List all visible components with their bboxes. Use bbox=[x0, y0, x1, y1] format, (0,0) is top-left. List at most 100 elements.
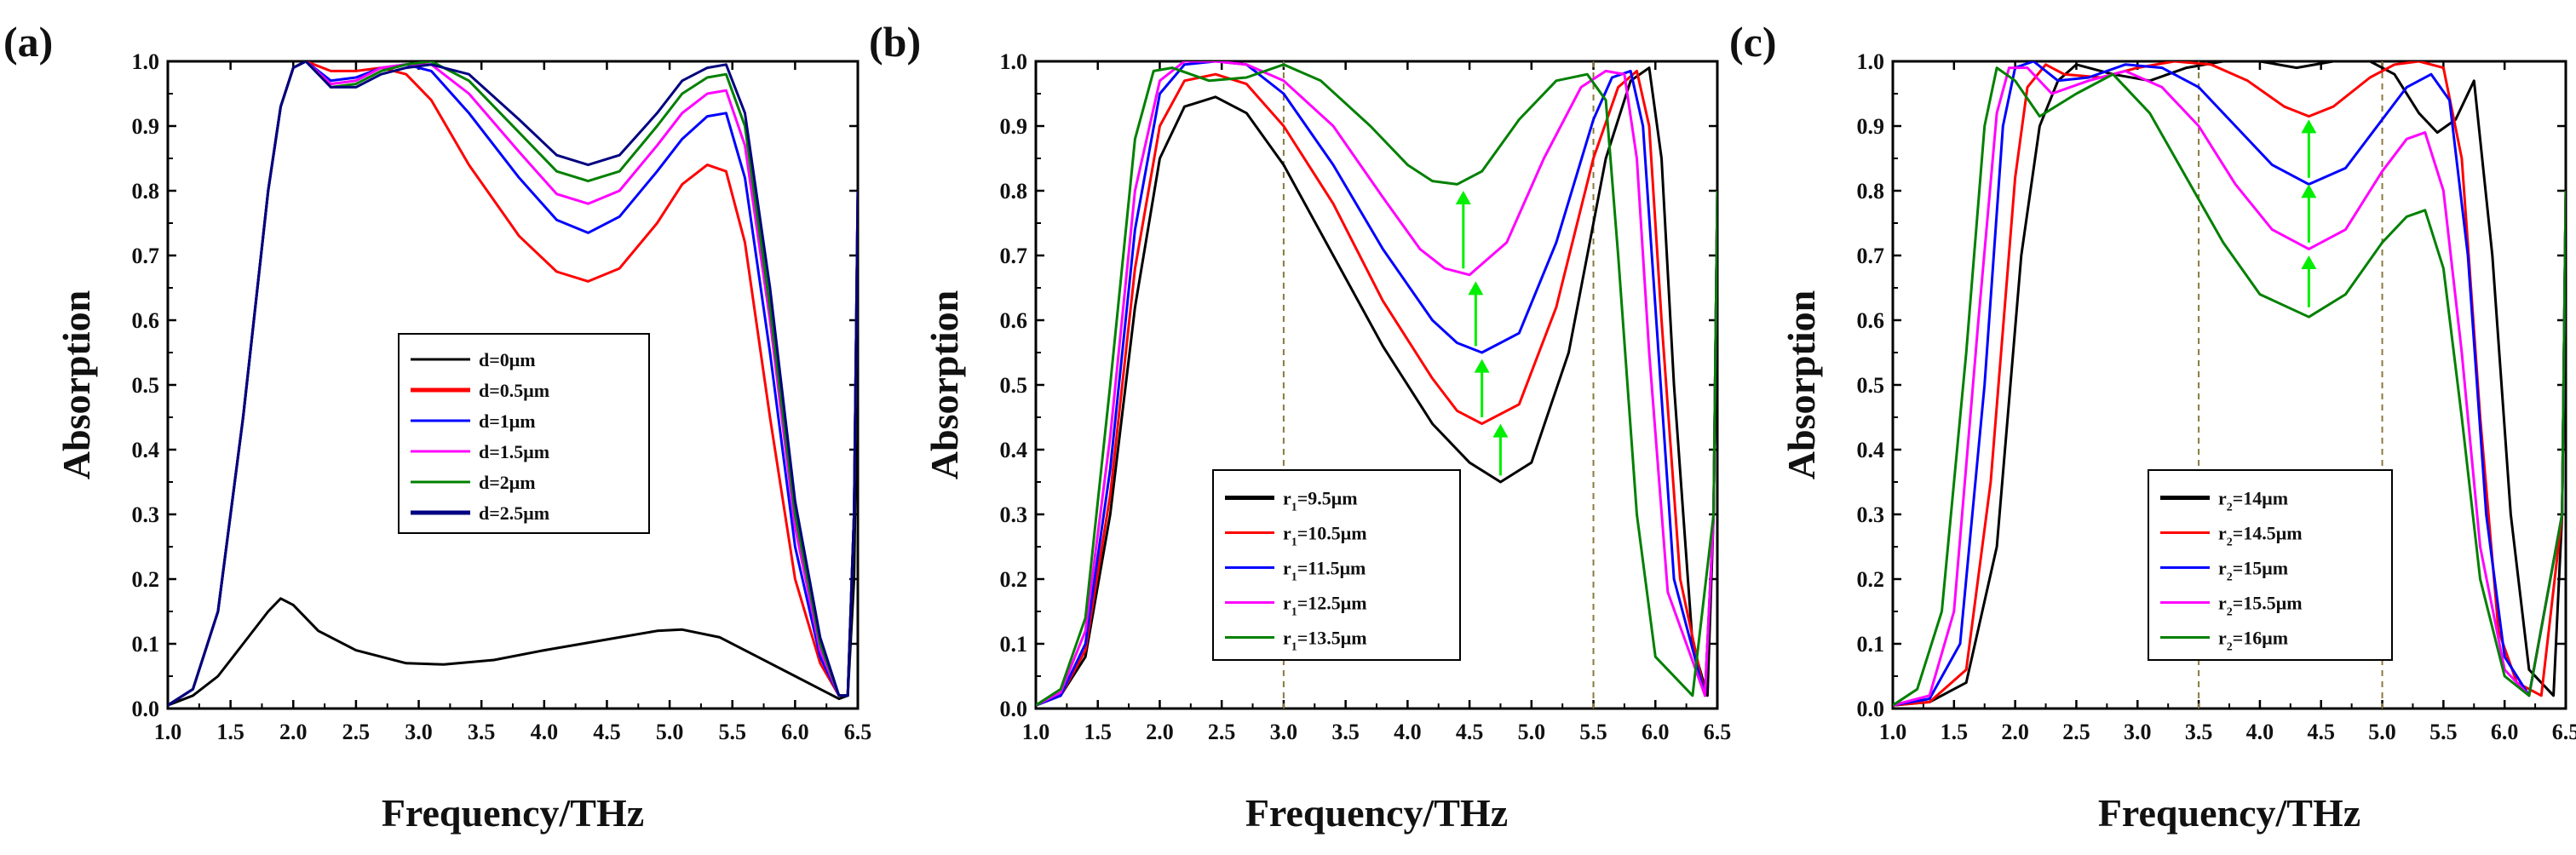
x-tick-label: 5.0 bbox=[2368, 720, 2396, 744]
legend-label: r1=12.5μm bbox=[1283, 593, 1367, 619]
y-tick-label: 0.0 bbox=[1857, 697, 1885, 721]
y-tick-label: 0.4 bbox=[132, 438, 160, 462]
series-line-3 bbox=[1893, 66, 2566, 707]
y-axis-title: Absorption bbox=[1780, 290, 1823, 479]
x-tick-label: 5.0 bbox=[656, 720, 684, 744]
legend-label-base: r bbox=[2218, 593, 2227, 614]
legend-box bbox=[1212, 469, 1461, 661]
legend-label: r1=13.5μm bbox=[1283, 628, 1367, 654]
x-tick-label: 5.5 bbox=[1579, 720, 1607, 744]
legend-label-subscript: 2 bbox=[2227, 571, 2233, 584]
x-tick-label: 2.5 bbox=[2062, 720, 2090, 744]
arrow-head bbox=[1455, 191, 1471, 204]
series-line-4 bbox=[1893, 66, 2566, 707]
legend-label-base: r bbox=[1283, 488, 1291, 509]
legend-label: r2=15μm bbox=[2218, 558, 2288, 584]
x-tick-label: 2.5 bbox=[342, 720, 371, 744]
legend-label: d=1.5μm bbox=[479, 441, 549, 462]
y-tick-label: 0.6 bbox=[1000, 308, 1028, 333]
legend-label: r1=11.5μm bbox=[1283, 558, 1366, 584]
legend-label-value: =13.5μm bbox=[1297, 628, 1367, 649]
arrow-head bbox=[1492, 423, 1509, 438]
x-tick-label: 3.0 bbox=[1270, 720, 1298, 744]
y-tick-label: 0.8 bbox=[1857, 179, 1885, 204]
panel-label: (c) bbox=[1729, 18, 1777, 66]
x-tick-label: 6.5 bbox=[1704, 720, 1732, 744]
x-tick-label: 2.0 bbox=[2001, 720, 2029, 744]
x-tick-label: 5.5 bbox=[2429, 720, 2458, 744]
x-axis-title: Frequency/THz bbox=[382, 791, 644, 835]
y-tick-label: 0.6 bbox=[1857, 308, 1885, 333]
legend-label-subscript: 1 bbox=[1291, 571, 1297, 584]
y-axis-title: Absorption bbox=[923, 290, 966, 479]
panel-label: (a) bbox=[3, 18, 53, 66]
x-tick-label: 1.0 bbox=[1022, 720, 1050, 744]
y-tick-label: 0.7 bbox=[132, 244, 160, 268]
x-tick-label: 1.5 bbox=[216, 720, 244, 744]
legend-label-value: =14μm bbox=[2233, 488, 2288, 509]
y-tick-label: 0.0 bbox=[132, 697, 160, 721]
legend-label-base: r bbox=[1283, 558, 1291, 579]
series-group bbox=[1036, 61, 1717, 707]
y-tick-label: 0.7 bbox=[1857, 244, 1885, 268]
x-tick-label: 3.0 bbox=[2124, 720, 2152, 744]
x-tick-label: 1.0 bbox=[154, 720, 182, 744]
x-tick-label: 5.0 bbox=[1518, 720, 1546, 744]
legend-label-base: r bbox=[2218, 523, 2227, 544]
x-tick-label: 4.0 bbox=[1394, 720, 1422, 744]
series-line-0 bbox=[1893, 61, 2566, 707]
legend-label-value: =16μm bbox=[2233, 628, 2288, 649]
x-tick-label: 2.5 bbox=[1208, 720, 1236, 744]
x-tick-label: 4.5 bbox=[2307, 720, 2335, 744]
legend-label-value: =11.5μm bbox=[1297, 558, 1366, 579]
x-tick-label: 1.5 bbox=[1084, 720, 1112, 744]
y-tick-label: 0.9 bbox=[1000, 114, 1028, 139]
x-tick-label: 4.5 bbox=[593, 720, 621, 744]
y-tick-label: 0.1 bbox=[1857, 632, 1885, 657]
panel-label: (b) bbox=[869, 18, 921, 66]
arrow-head bbox=[1474, 359, 1490, 373]
x-tick-label: 3.5 bbox=[468, 720, 496, 744]
arrow-head bbox=[1468, 281, 1484, 296]
y-tick-label: 0.2 bbox=[1857, 567, 1885, 592]
legend-label-subscript: 2 bbox=[2227, 502, 2233, 514]
x-tick-label: 4.5 bbox=[1456, 720, 1484, 744]
y-tick-label: 0.1 bbox=[132, 632, 160, 657]
legend-label-subscript: 1 bbox=[1291, 502, 1297, 514]
series-line-5 bbox=[168, 61, 858, 707]
y-tick-label: 0.0 bbox=[1000, 697, 1028, 721]
y-tick-label: 0.4 bbox=[1857, 438, 1885, 462]
x-tick-label: 6.5 bbox=[844, 720, 872, 744]
arrow-head bbox=[2301, 255, 2317, 269]
y-tick-label: 0.2 bbox=[1000, 567, 1028, 592]
chart-panel-2: (c) 1.0 1.5 2.0 2.5 3.0 3.5 4.0 4.5 5.0 5.5 6.0 6.5 0… bbox=[1729, 18, 2576, 835]
x-tick-label: 3.5 bbox=[1331, 720, 1360, 744]
x-tick-label: 3.0 bbox=[405, 720, 433, 744]
legend: r1=9.5μmr1=10.5μmr1=11.5μmr1=12.5μmr1=13… bbox=[1212, 469, 1461, 661]
legend: d=0μm d=0.5μm d=1μm d=1.5μm d=2μm d=2.5μm bbox=[398, 333, 650, 534]
y-tick-label: 0.8 bbox=[132, 179, 160, 204]
legend-label: d=0.5μm bbox=[479, 380, 549, 401]
legend-label: r1=9.5μm bbox=[1283, 488, 1358, 514]
legend-label-base: r bbox=[1283, 523, 1291, 544]
series-line-3 bbox=[1036, 61, 1717, 707]
series-group bbox=[1893, 61, 2566, 707]
arrow-head bbox=[2301, 184, 2317, 198]
legend-label-value: =9.5μm bbox=[1297, 488, 1358, 509]
y-tick-label: 0.5 bbox=[132, 373, 160, 398]
legend-label-subscript: 2 bbox=[2227, 606, 2233, 619]
legend-label: d=2μm bbox=[479, 472, 536, 493]
legend-label-subscript: 2 bbox=[2227, 537, 2233, 549]
series-group bbox=[168, 61, 858, 707]
legend-label-subscript: 1 bbox=[1291, 606, 1297, 619]
legend-label-base: r bbox=[1283, 593, 1291, 614]
y-tick-label: 0.9 bbox=[1857, 114, 1885, 139]
series-line-1 bbox=[1036, 69, 1717, 707]
x-tick-label: 4.0 bbox=[2246, 720, 2274, 744]
legend-label: d=1μm bbox=[479, 410, 536, 432]
x-axis-title: Frequency/THz bbox=[2098, 791, 2360, 835]
x-tick-label: 6.0 bbox=[2491, 720, 2519, 744]
legend-label: r1=10.5μm bbox=[1283, 523, 1367, 549]
